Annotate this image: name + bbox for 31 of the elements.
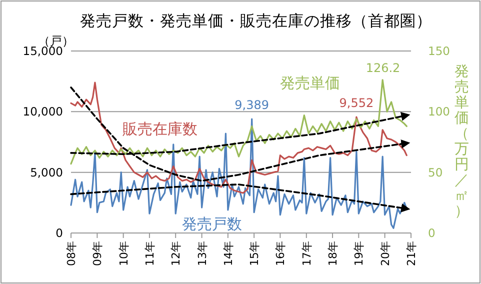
y-tick-label: 5,000 — [30, 165, 63, 180]
x-tick-label: 18年 — [326, 241, 340, 266]
annotation: 9,389 — [234, 98, 270, 112]
x-tick-label: 17年 — [300, 241, 314, 266]
annotation: 126.2 — [366, 61, 400, 75]
annotation: 9,552 — [339, 96, 374, 110]
x-tick-label: 14年 — [222, 241, 235, 266]
x-tick-label: 09年 — [91, 241, 104, 266]
series-label: 販売在庫数 — [122, 120, 198, 138]
x-tick-label: 21年 — [405, 241, 418, 266]
text: 発売単価（万円／㎡） — [454, 64, 470, 220]
x-tick-label: 16年 — [274, 241, 288, 266]
text: 発売単価 — [280, 74, 340, 92]
y-axis-title: （戸） — [38, 34, 74, 48]
x-tick-label: 08年 — [65, 241, 78, 266]
y2-tick-label: 50 — [428, 165, 443, 180]
y2-tick-label: 0 — [428, 226, 436, 240]
x-tick-label: 10年 — [117, 241, 130, 266]
chart-title: 発売戸数・発売単価・販売在庫の推移（首都圏） — [80, 12, 432, 30]
x-tick-label: 12年 — [170, 241, 183, 266]
y2-tick-label: 100 — [428, 104, 450, 119]
x-tick-label: 19年 — [352, 241, 366, 266]
line-series — [70, 118, 408, 229]
x-tick-label: 11年 — [143, 241, 156, 266]
y-tick-label: 10,000 — [22, 104, 63, 119]
series-label: 発売戸数 — [182, 215, 242, 233]
x-tick-label: 20年 — [378, 241, 392, 266]
x-tick-label: 13年 — [196, 241, 209, 266]
y-tick-label: 0 — [56, 226, 63, 240]
x-tick-label: 15年 — [248, 241, 262, 266]
y2-tick-label: 150 — [428, 44, 450, 58]
